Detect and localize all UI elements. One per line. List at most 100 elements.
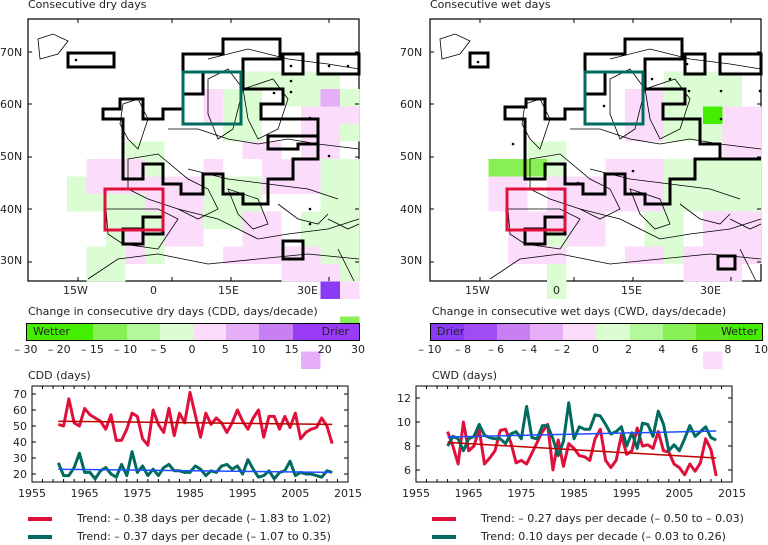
trend-line — [447, 430, 717, 438]
significance-dot — [327, 64, 331, 68]
coastline — [327, 218, 360, 230]
trend-line — [447, 441, 717, 459]
region-outline — [718, 52, 763, 76]
lat-label: 70N — [400, 46, 423, 59]
x-tick-label: 1975 — [123, 487, 151, 500]
legend-item: Trend: – 0.27 days per decade (– 0.50 to… — [432, 512, 744, 525]
grid-cell — [683, 246, 723, 282]
y-tick-label: 10 — [397, 416, 411, 429]
significance-dot — [511, 142, 515, 146]
colorbar-cwd: Drier Wetter — [430, 323, 763, 341]
colorbar-tick-label: 6 — [691, 343, 699, 356]
significance-dot — [719, 117, 723, 121]
trend-line — [58, 468, 333, 474]
region-box-teal — [181, 70, 243, 126]
significance-dot — [685, 62, 689, 66]
colorbar-segment — [126, 324, 160, 340]
lat-label: 30N — [0, 254, 23, 267]
coastline — [679, 203, 731, 225]
coastline — [489, 253, 762, 280]
colorbar-segment — [497, 324, 531, 340]
grid-cell — [320, 281, 340, 299]
y-tick-label: 12 — [397, 392, 411, 405]
chart-title-cdd: CDD (days) — [28, 369, 91, 382]
grid-cell — [488, 159, 547, 177]
region-outline — [683, 52, 707, 76]
significance-dot — [631, 169, 635, 173]
x-tick-label: 1965 — [71, 487, 99, 500]
legend-swatch-red — [28, 516, 52, 521]
coastline — [739, 248, 757, 282]
colorbar-segment — [464, 324, 498, 340]
colorbar-segment — [530, 324, 564, 340]
region-outline — [101, 37, 320, 206]
legend-label: Trend: – 0.27 days per decade (– 0.50 to… — [481, 512, 744, 525]
lon-label: 15W — [465, 284, 490, 297]
coastline — [87, 253, 360, 280]
lat-label: 60N — [0, 98, 23, 111]
colorbar-tick-label: 15 — [284, 343, 299, 356]
coastline — [579, 208, 762, 240]
lon-label: 30E — [700, 284, 721, 297]
colorbar-tick-label: – 2 — [554, 343, 571, 356]
y-tick-label: 50 — [13, 420, 27, 433]
chart-title-cwd: CWD (days) — [432, 369, 498, 382]
lat-label: 60N — [400, 98, 423, 111]
grid-cell — [625, 246, 664, 264]
colorbar-segment — [695, 324, 729, 340]
colorbar-segment — [292, 324, 326, 340]
coastline — [729, 218, 762, 230]
significance-dot — [602, 104, 606, 108]
grid-cell — [301, 351, 321, 369]
coastline — [644, 78, 691, 140]
colorbar-cdd: Wetter Drier — [26, 323, 360, 341]
grid-cell — [722, 264, 742, 282]
colorbar-left-label: Drier — [437, 325, 465, 338]
significance-dot — [308, 207, 312, 211]
legend-label: Trend: – 0.38 days per decade (– 1.83 to… — [77, 512, 331, 525]
coastline — [629, 188, 671, 230]
y-tick-label: 40 — [13, 436, 27, 449]
lon-label: 0 — [553, 284, 560, 297]
grid-cell — [742, 124, 762, 159]
legend-item: Trend: 0.10 days per decade (– 0.03 to 0… — [432, 530, 726, 543]
x-tick-label: 1985 — [560, 487, 588, 500]
coastline — [609, 48, 762, 70]
coastline — [127, 153, 219, 220]
colorbar-segment — [629, 324, 663, 340]
series-line — [57, 390, 334, 447]
coastline — [105, 208, 179, 250]
coastline — [37, 33, 69, 60]
line-chart-cdd: 1955 1965 1975 1985 1995 2005 2015 20 30 40 50 60 70 — [13, 385, 362, 500]
y-tick-label: 20 — [13, 468, 27, 481]
legend-item: Trend: – 0.38 days per decade (– 1.83 to… — [28, 512, 331, 525]
y-tick-label: 8 — [404, 440, 411, 453]
grid-cell — [281, 246, 321, 282]
coastline — [277, 203, 329, 225]
y-tick-label: 30 — [13, 452, 27, 465]
colorbar-tick-label: 4 — [658, 343, 666, 356]
colorbar-segment — [596, 324, 630, 340]
colorbar-tick-label: – 20 — [47, 343, 71, 356]
y-tick-label: 60 — [13, 404, 27, 417]
x-tick-label: 2015 — [718, 487, 746, 500]
significance-dot — [476, 60, 480, 64]
region-box-teal — [583, 70, 645, 126]
colorbar-left-label: Wetter — [33, 325, 70, 338]
colorbar-tick-label: – 10 — [418, 343, 442, 356]
legend-swatch-red — [432, 516, 456, 521]
significance-dot — [346, 64, 350, 68]
region-outline — [503, 37, 761, 206]
colorbar-title-cdd: Change in consecutive dry days (CDD, day… — [28, 305, 318, 318]
colorbar-tick-label: – 5 — [150, 343, 167, 356]
significance-dot — [74, 58, 78, 62]
grid-cell — [340, 229, 360, 282]
grid-cell — [722, 159, 762, 212]
colorbar-tick-label: 5 — [221, 343, 229, 356]
coastline — [609, 68, 646, 140]
colorbar-segment — [662, 324, 696, 340]
grid-cell — [223, 246, 262, 264]
colorbar-tick-label: – 8 — [455, 343, 472, 356]
coastline — [207, 48, 360, 70]
colorbar-segment — [93, 324, 127, 340]
